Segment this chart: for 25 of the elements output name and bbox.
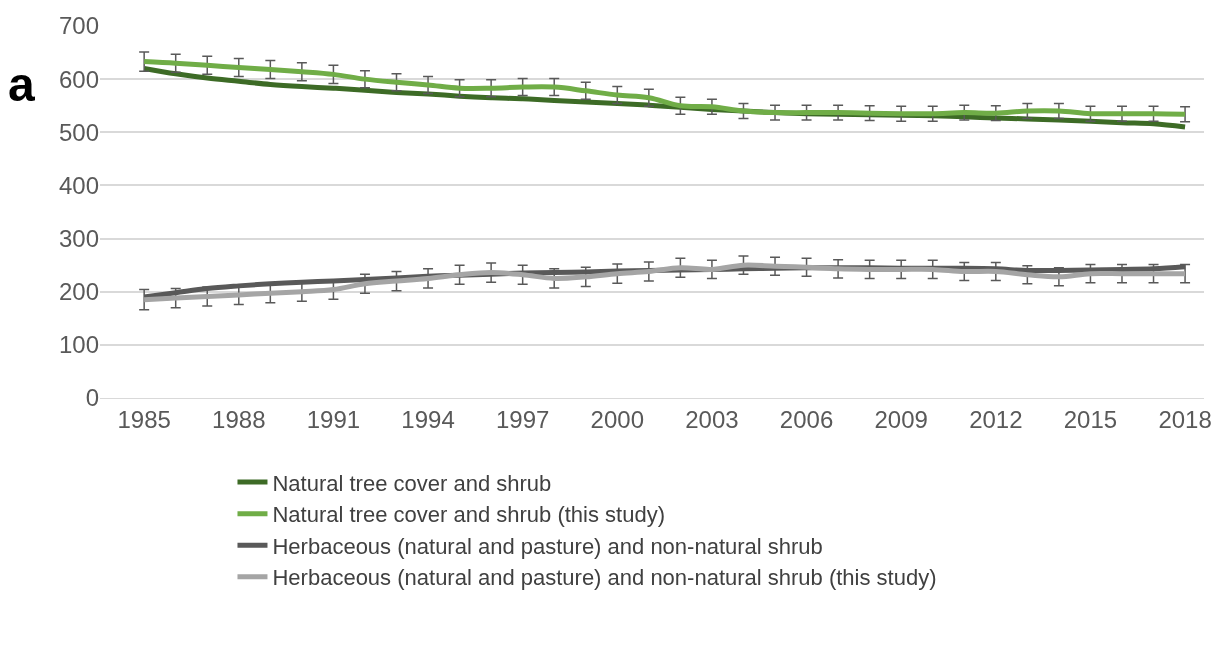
legend-label: Herbaceous (natural and pasture) and non-natural shrub (this study) <box>272 565 937 591</box>
y-tick-label: 100 <box>58 331 99 359</box>
x-tick-label: 1994 <box>401 405 455 433</box>
x-tick-label: 2018 <box>1158 405 1212 433</box>
y-tick-label: 500 <box>58 118 99 146</box>
x-tick-label: 2006 <box>779 405 834 433</box>
x-tick-label: 2009 <box>874 405 928 433</box>
y-tick-label: 600 <box>58 65 99 93</box>
legend-label: Natural tree cover and shrub (this study) <box>272 502 665 528</box>
x-tick-label: 2015 <box>1063 405 1118 433</box>
x-tick-label: 2000 <box>590 405 644 433</box>
y-tick-label: 400 <box>58 171 99 199</box>
y-tick-label: 700 <box>58 12 99 40</box>
y-tick-label: 200 <box>58 278 99 306</box>
x-tick-label: 2012 <box>969 405 1023 433</box>
x-tick-label: 1985 <box>117 405 171 433</box>
x-tick-label: 1991 <box>306 405 361 433</box>
x-tick-label: 2003 <box>685 405 739 433</box>
text: a <box>8 58 35 111</box>
y-tick-label: 300 <box>58 224 99 252</box>
legend-label: Natural tree cover and shrub <box>272 470 552 496</box>
legend-label: Herbaceous (natural and pasture) and non-natural shrub <box>272 533 823 559</box>
x-tick-label: 1997 <box>495 405 550 433</box>
x-tick-label: 1988 <box>212 405 266 433</box>
y-tick-label: 0 <box>85 384 99 412</box>
